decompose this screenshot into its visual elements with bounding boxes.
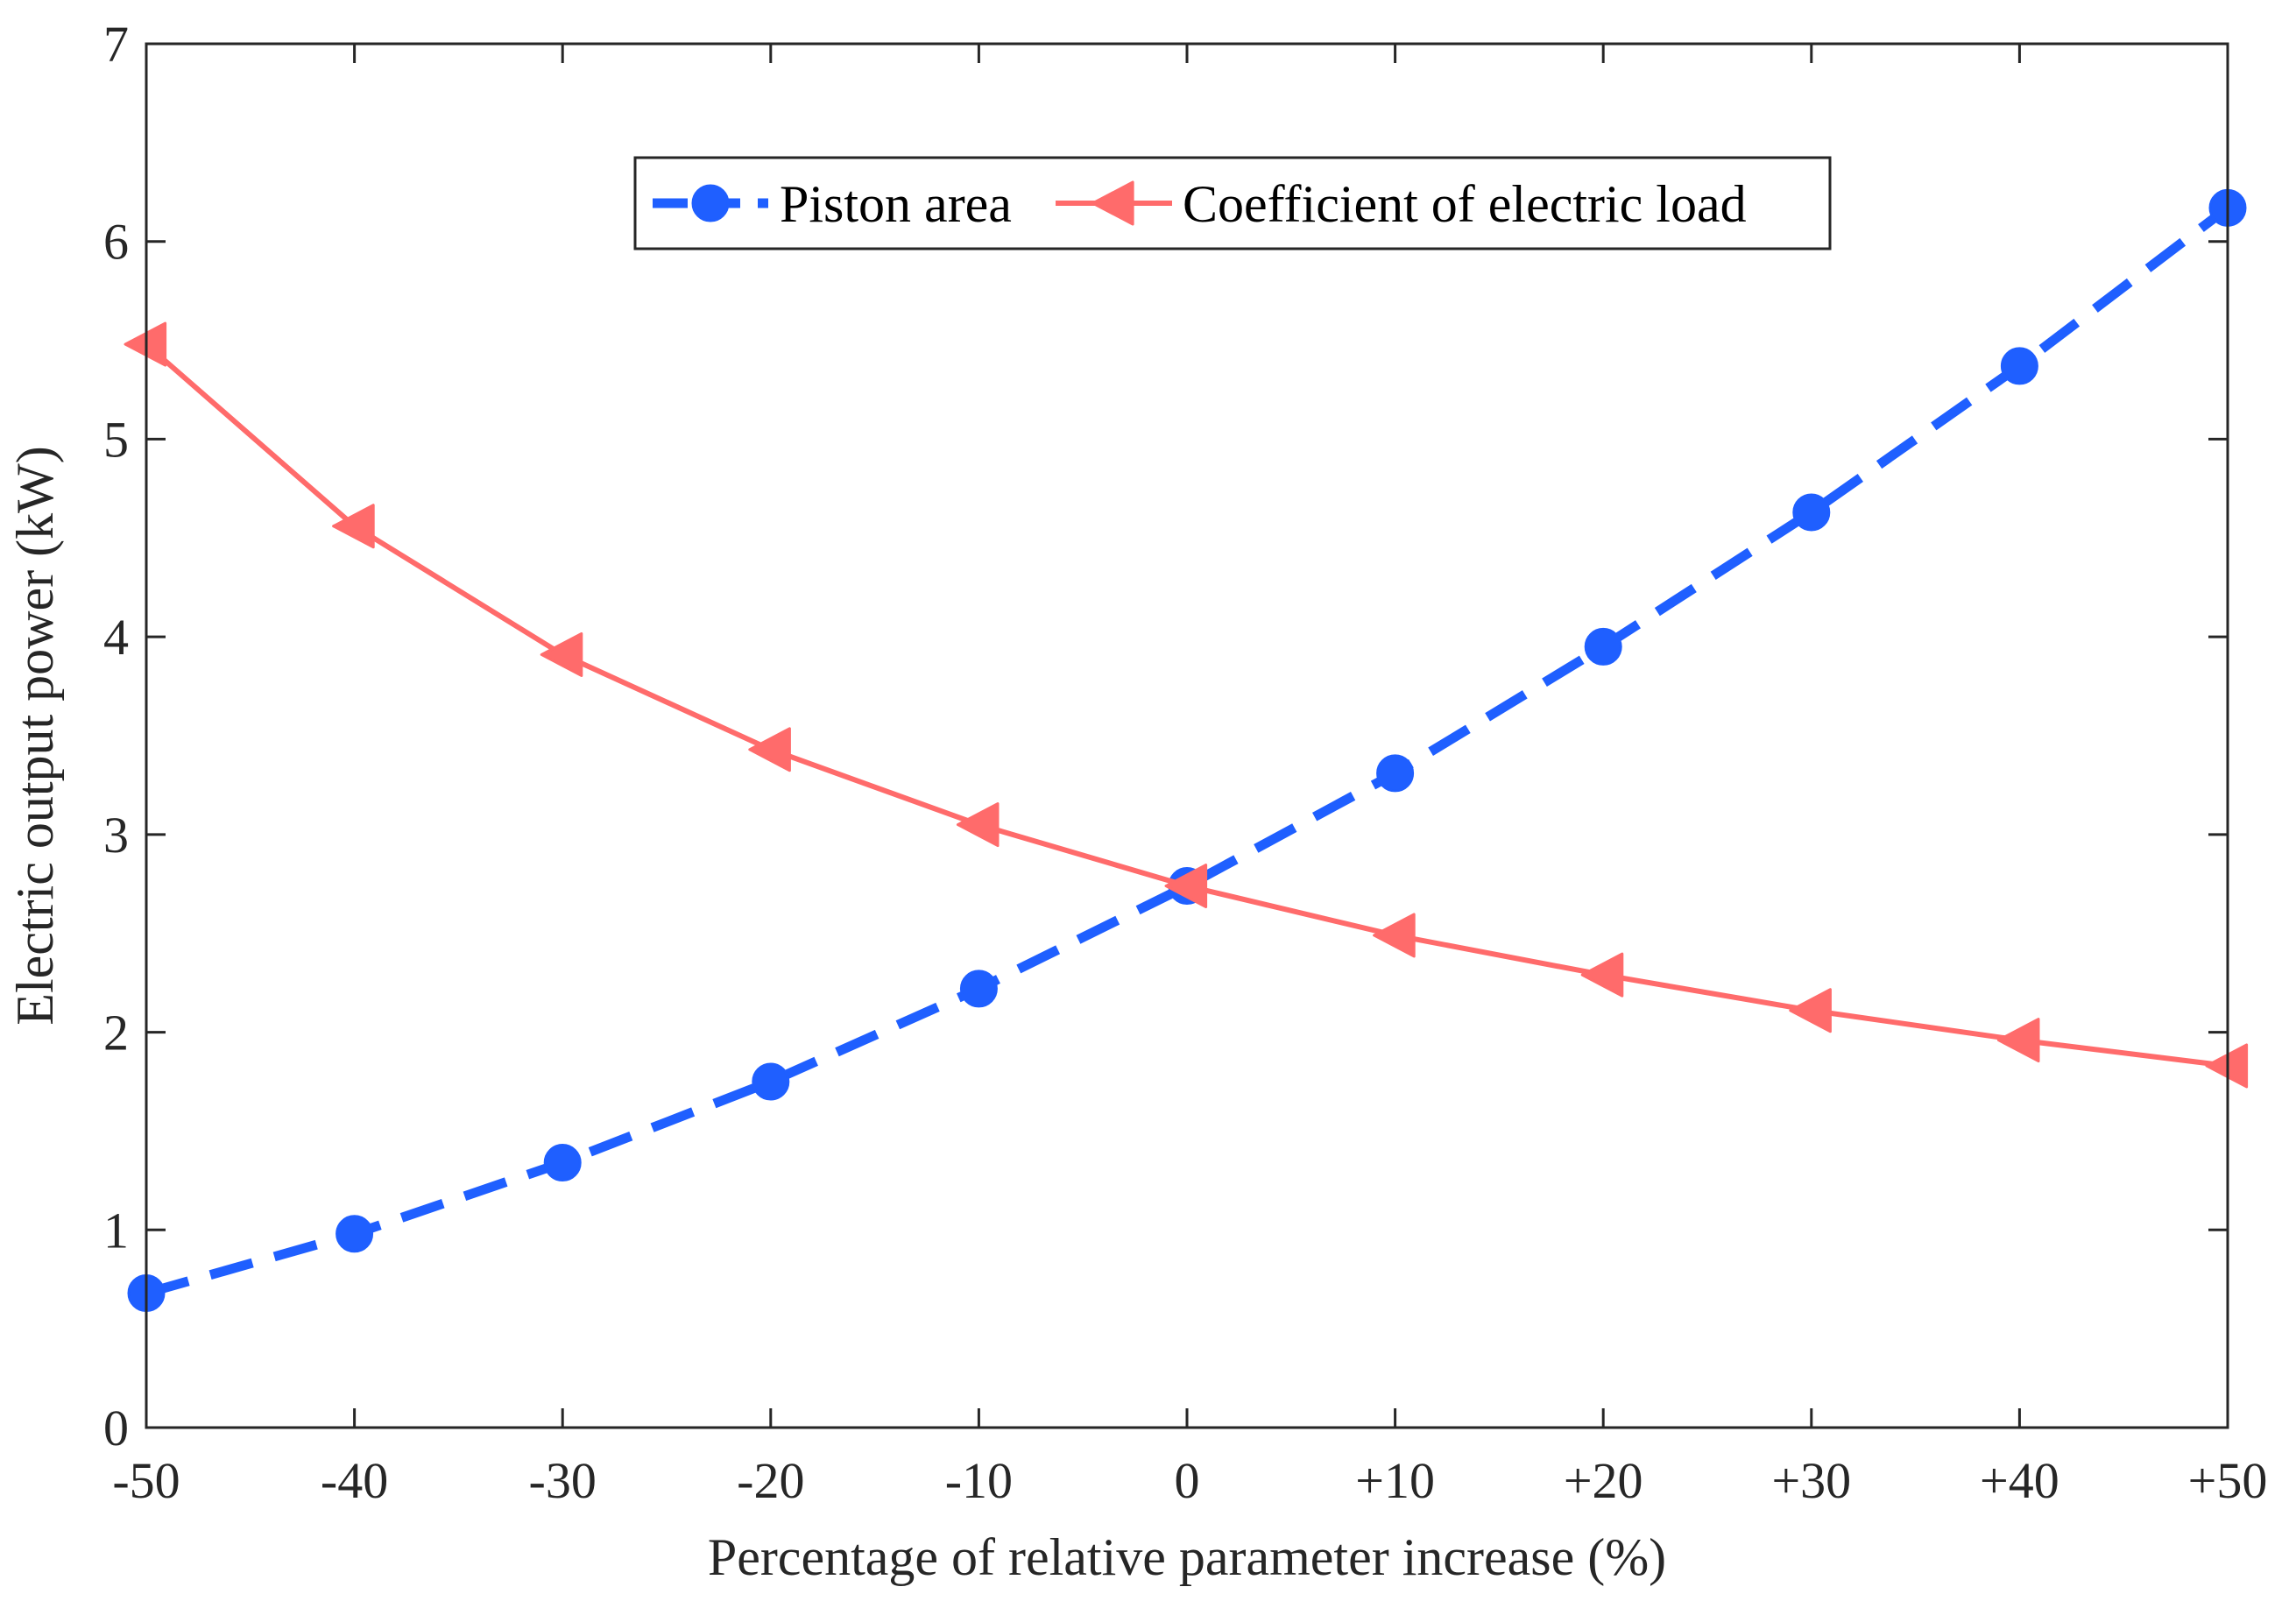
data-point bbox=[332, 504, 375, 549]
x-tick-label: +20 bbox=[1564, 1452, 1643, 1509]
data-point bbox=[956, 802, 1000, 848]
x-tick-label: +30 bbox=[1771, 1452, 1851, 1509]
x-tick-label: +40 bbox=[1980, 1452, 2059, 1509]
series-line bbox=[145, 203, 2231, 1298]
data-point bbox=[540, 631, 583, 677]
data-point bbox=[1996, 1018, 2040, 1063]
y-tick-label: 5 bbox=[103, 411, 129, 468]
y-tick-label: 1 bbox=[103, 1202, 129, 1259]
legend-entries: Piston area Coefficient of electric load bbox=[653, 175, 1747, 233]
series-coefficient-of-electric-load bbox=[124, 321, 2249, 1089]
y-tick-label: 3 bbox=[103, 807, 129, 864]
y-tick-label: 6 bbox=[103, 214, 129, 271]
x-tick-label: -40 bbox=[321, 1452, 388, 1509]
legend-label: Piston area bbox=[780, 175, 1012, 233]
data-point bbox=[752, 1062, 790, 1101]
legend-entry: Piston area bbox=[653, 175, 1012, 233]
x-tick-label: -10 bbox=[945, 1452, 1013, 1509]
data-point bbox=[336, 1215, 374, 1253]
x-tick-label: +50 bbox=[2188, 1452, 2268, 1509]
legend-marker bbox=[1091, 180, 1134, 226]
data-point bbox=[959, 970, 998, 1008]
x-axis-title: Percentage of relative parameter increas… bbox=[708, 1528, 1666, 1586]
data-point bbox=[748, 727, 791, 772]
tick-labels: -50 -40 -30 -20 -10 0 +10 +20 +30 +40 +50 0 1 2 3 4 5 6 7 bbox=[103, 16, 2267, 1509]
data-point bbox=[543, 1144, 582, 1182]
data-point bbox=[1376, 754, 1415, 793]
data-point bbox=[1789, 988, 1832, 1033]
x-tick-label: +10 bbox=[1355, 1452, 1435, 1509]
legend-label: Coefficient of electric load bbox=[1183, 175, 1747, 233]
data-point bbox=[1164, 864, 1208, 909]
x-tick-label: -20 bbox=[737, 1452, 804, 1509]
data-point bbox=[1373, 913, 1416, 958]
series-piston-area bbox=[127, 188, 2247, 1313]
x-tick-label: -50 bbox=[112, 1452, 180, 1509]
data-point bbox=[1792, 493, 1831, 532]
data-point bbox=[1584, 627, 1622, 666]
x-tick-label: 0 bbox=[1175, 1452, 1200, 1509]
series-layer bbox=[124, 188, 2249, 1313]
plot-frame bbox=[145, 42, 2229, 1429]
legend-entry: Coefficient of electric load bbox=[1056, 175, 1747, 233]
y-axis-title: Electric output power (kW) bbox=[6, 446, 64, 1025]
y-tick-label: 4 bbox=[103, 609, 129, 666]
legend: Piston area Coefficient of electric load bbox=[633, 156, 1832, 250]
x-tick-label: -30 bbox=[529, 1452, 597, 1509]
y-tick-label: 2 bbox=[103, 1005, 129, 1061]
legend-marker bbox=[691, 184, 730, 222]
y-tick-label: 7 bbox=[103, 16, 129, 73]
legend-box bbox=[633, 156, 1832, 250]
data-point bbox=[2000, 347, 2038, 385]
y-tick-label: 0 bbox=[103, 1400, 129, 1456]
data-point bbox=[1580, 952, 1624, 998]
